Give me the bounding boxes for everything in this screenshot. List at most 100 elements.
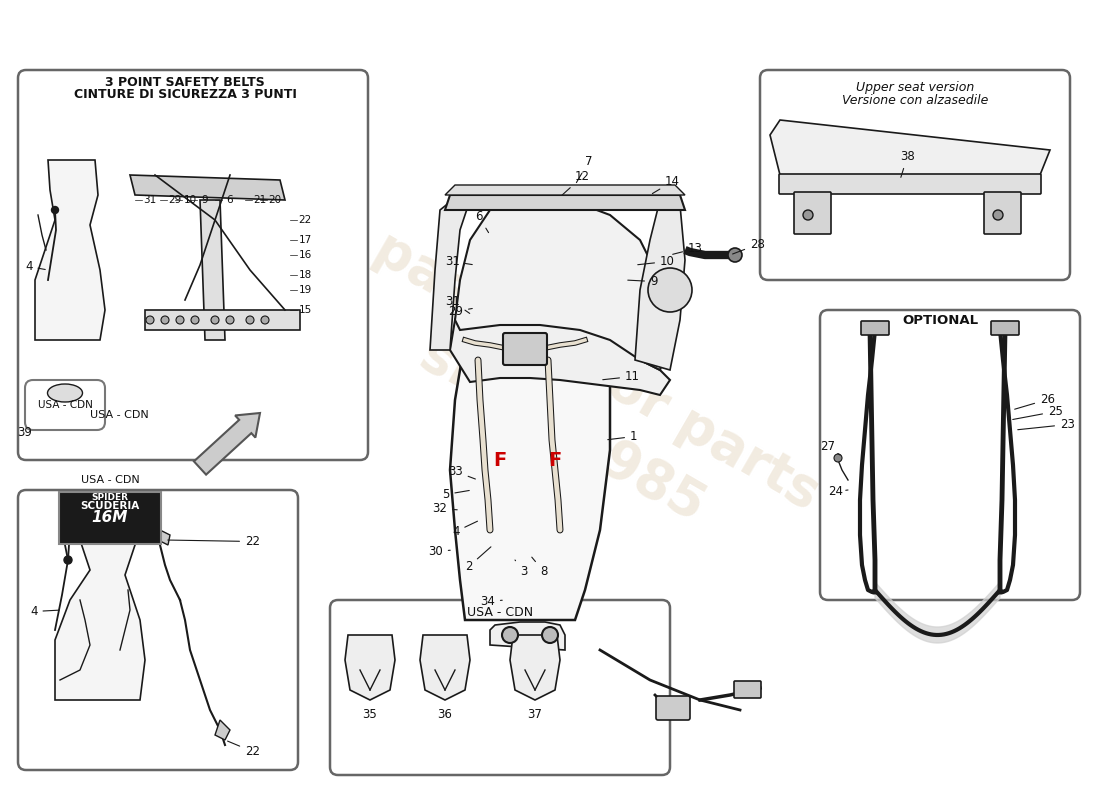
Text: 7: 7 [576, 155, 593, 182]
Text: 2: 2 [465, 547, 491, 573]
Text: 10: 10 [638, 255, 675, 268]
Text: 14: 14 [652, 175, 680, 194]
Polygon shape [446, 185, 685, 195]
Polygon shape [130, 175, 285, 200]
Text: 28: 28 [733, 238, 764, 254]
Circle shape [52, 206, 58, 214]
Text: 10: 10 [184, 195, 197, 205]
Text: 25: 25 [1013, 405, 1063, 419]
FancyBboxPatch shape [794, 192, 830, 234]
Ellipse shape [47, 384, 82, 402]
Text: 13: 13 [673, 242, 703, 255]
Text: 35: 35 [363, 709, 377, 722]
Polygon shape [35, 160, 104, 340]
Polygon shape [145, 310, 300, 330]
Circle shape [993, 210, 1003, 220]
Polygon shape [635, 200, 685, 370]
Text: 21: 21 [253, 195, 266, 205]
FancyBboxPatch shape [734, 681, 761, 698]
Text: 29: 29 [168, 195, 182, 205]
Text: SPIDER: SPIDER [91, 493, 129, 502]
Polygon shape [55, 510, 145, 700]
Text: 9: 9 [628, 275, 658, 288]
Text: 17: 17 [298, 235, 311, 245]
Circle shape [542, 627, 558, 643]
Circle shape [728, 248, 743, 262]
Circle shape [502, 627, 518, 643]
Text: 15: 15 [298, 305, 311, 315]
FancyBboxPatch shape [991, 321, 1019, 335]
Text: 3 POINT SAFETY BELTS: 3 POINT SAFETY BELTS [106, 75, 265, 89]
Circle shape [176, 316, 184, 324]
FancyBboxPatch shape [503, 333, 547, 365]
Circle shape [803, 210, 813, 220]
FancyBboxPatch shape [984, 192, 1021, 234]
Text: 31: 31 [446, 255, 472, 268]
Text: 19: 19 [298, 285, 311, 295]
Text: USA - CDN: USA - CDN [37, 400, 92, 410]
Text: 1: 1 [608, 430, 638, 443]
Text: 38: 38 [900, 150, 915, 178]
FancyBboxPatch shape [656, 696, 690, 720]
Circle shape [211, 316, 219, 324]
Polygon shape [446, 195, 685, 210]
Polygon shape [770, 120, 1050, 175]
Circle shape [246, 316, 254, 324]
Text: 34: 34 [480, 595, 503, 608]
Text: 18: 18 [298, 270, 311, 280]
Text: 16: 16 [298, 250, 311, 260]
Text: 6: 6 [227, 195, 233, 205]
Polygon shape [158, 530, 170, 545]
Text: 4: 4 [452, 521, 477, 538]
Text: passion for parts
since 1985: passion for parts since 1985 [331, 222, 829, 578]
Polygon shape [455, 195, 670, 370]
Text: 31: 31 [143, 195, 156, 205]
Text: Versione con alzasedile: Versione con alzasedile [842, 94, 988, 106]
FancyBboxPatch shape [861, 321, 889, 335]
Circle shape [834, 454, 842, 462]
Polygon shape [450, 260, 610, 620]
Text: 4: 4 [25, 260, 45, 273]
Text: 33: 33 [448, 465, 475, 479]
Polygon shape [430, 198, 470, 350]
Text: 6: 6 [475, 210, 488, 233]
Polygon shape [874, 582, 1000, 643]
Polygon shape [345, 635, 395, 700]
Polygon shape [200, 200, 225, 340]
Circle shape [161, 316, 169, 324]
Text: 11: 11 [603, 370, 640, 383]
Text: 32: 32 [432, 502, 458, 515]
Text: 29: 29 [448, 305, 472, 318]
Text: 30: 30 [428, 545, 450, 558]
Polygon shape [450, 275, 670, 395]
Text: F: F [549, 450, 562, 470]
Text: 22: 22 [168, 535, 260, 548]
Text: 36: 36 [438, 709, 452, 722]
Text: 26: 26 [1014, 393, 1055, 410]
Text: 16M: 16M [91, 510, 129, 526]
Polygon shape [420, 635, 470, 700]
Text: CINTURE DI SICUREZZA 3 PUNTI: CINTURE DI SICUREZZA 3 PUNTI [74, 89, 296, 102]
Text: USA - CDN: USA - CDN [80, 475, 140, 485]
FancyArrow shape [194, 413, 260, 474]
Text: SCUDERIA: SCUDERIA [80, 501, 140, 511]
Text: USA - CDN: USA - CDN [90, 410, 148, 420]
Text: 22: 22 [298, 215, 311, 225]
Text: 31: 31 [446, 295, 470, 314]
Text: USA - CDN: USA - CDN [466, 606, 534, 618]
Text: 12: 12 [562, 170, 590, 195]
Text: 39: 39 [18, 426, 32, 439]
Polygon shape [510, 635, 560, 700]
Circle shape [226, 316, 234, 324]
FancyBboxPatch shape [779, 174, 1041, 194]
Text: 3: 3 [515, 560, 527, 578]
Text: 24: 24 [828, 485, 848, 498]
Text: 5: 5 [442, 488, 470, 501]
Text: 8: 8 [531, 557, 548, 578]
Text: OPTIONAL: OPTIONAL [902, 314, 978, 326]
Circle shape [146, 316, 154, 324]
Text: 37: 37 [528, 709, 542, 722]
Text: 27: 27 [820, 440, 840, 455]
Text: 22: 22 [228, 741, 260, 758]
Text: 23: 23 [1018, 418, 1075, 431]
